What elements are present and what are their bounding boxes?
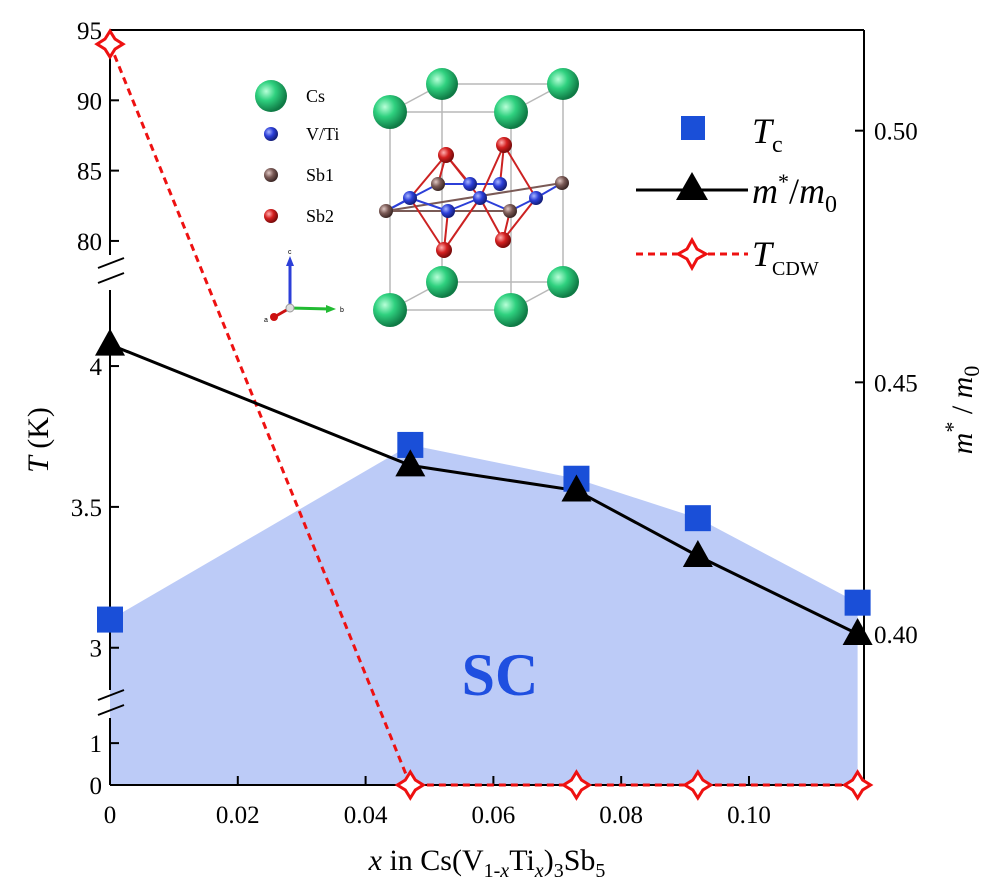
x-tick-label: 0.10 — [727, 802, 771, 829]
series-tcdw-point — [394, 769, 427, 801]
series-tcdw-point — [94, 28, 126, 60]
atom-key-sb1-icon — [264, 168, 278, 182]
series-mass-point — [842, 618, 873, 645]
legend-label-tcdw: TCDW — [752, 234, 819, 280]
y-left-tick-label: 1 — [90, 731, 103, 758]
legend-label-mass: m*/m0 — [752, 169, 837, 218]
axis-letter-b: b — [340, 307, 344, 314]
crystal-structure-inset: Cs V/Ti Sb1 Sb2 c b a — [255, 68, 579, 327]
series-mass-point — [561, 474, 592, 502]
y-left-tick-label: 3 — [90, 636, 103, 663]
y-left-tick-label: 80 — [77, 229, 102, 256]
axis-letter-a: a — [264, 317, 268, 324]
crystal-axes-icon: c b a — [264, 249, 344, 324]
x-tick-label: 0 — [104, 802, 117, 829]
atom-key-cs-icon — [255, 80, 287, 112]
series-tcdw-point — [560, 769, 593, 801]
sc-region — [110, 444, 858, 785]
x-tick-label: 0.04 — [344, 802, 388, 829]
series-tc-point — [97, 606, 123, 633]
series-layer — [94, 28, 874, 801]
x-tick-label: 0.06 — [472, 802, 516, 829]
legend-label-tc: Tc — [752, 111, 783, 158]
legend-marker-mass — [676, 172, 708, 200]
legend: Tc m*/m0 TCDW — [636, 111, 837, 280]
atom-key-cs-label: Cs — [306, 86, 325, 106]
x-tick-label: 0.08 — [599, 802, 643, 829]
axis-letter-c: c — [288, 249, 292, 256]
y-left-tick-label: 0 — [90, 773, 103, 800]
series-mass-point — [95, 328, 125, 356]
atom-key: Cs V/Ti Sb1 Sb2 — [255, 80, 339, 226]
series-tc-point — [684, 505, 711, 532]
legend-marker-tc — [681, 116, 705, 140]
y-left-tick-label: 4 — [90, 354, 103, 381]
series-tcdw-point — [841, 769, 874, 801]
atom-key-sb2-label: Sb2 — [306, 206, 334, 226]
y-left-tick-label: 3.5 — [71, 495, 102, 522]
x-tick-label: 0.02 — [216, 802, 260, 829]
y-right-tick-label: 0.40 — [874, 622, 918, 649]
y-left-tick-label: 90 — [77, 88, 102, 115]
legend-marker-tcdw — [674, 236, 710, 272]
y-axis-right-title: m* / m0 — [940, 366, 984, 455]
series-tcdw-point — [682, 769, 714, 801]
axis-break-marks — [97, 257, 125, 716]
atom-key-sb2-icon — [264, 209, 278, 223]
y-left-tick-label: 85 — [77, 159, 102, 186]
y-left-tick-label: 95 — [77, 18, 102, 45]
series-mass-point — [682, 539, 713, 567]
y-axis-left-title: T (K) — [22, 407, 55, 473]
y-right-tick-label: 0.45 — [874, 370, 918, 397]
series-mass-point — [395, 449, 426, 477]
y-right-tick-label: 0.50 — [874, 119, 918, 146]
atom-key-vti-icon — [264, 127, 278, 141]
series-tc-point — [844, 589, 871, 616]
sc-region-label: SC — [462, 642, 539, 708]
atom-key-vti-label: V/Ti — [306, 124, 339, 144]
x-axis-title: x in Cs(V1-xTix)3Sb5 — [368, 844, 606, 882]
atom-key-sb1-label: Sb1 — [306, 165, 334, 185]
ticks-layer: 0 0.02 0.04 0.06 0.08 0.10 0 1 3 3.5 4 80 85 90 95 0.40… — [71, 18, 918, 829]
